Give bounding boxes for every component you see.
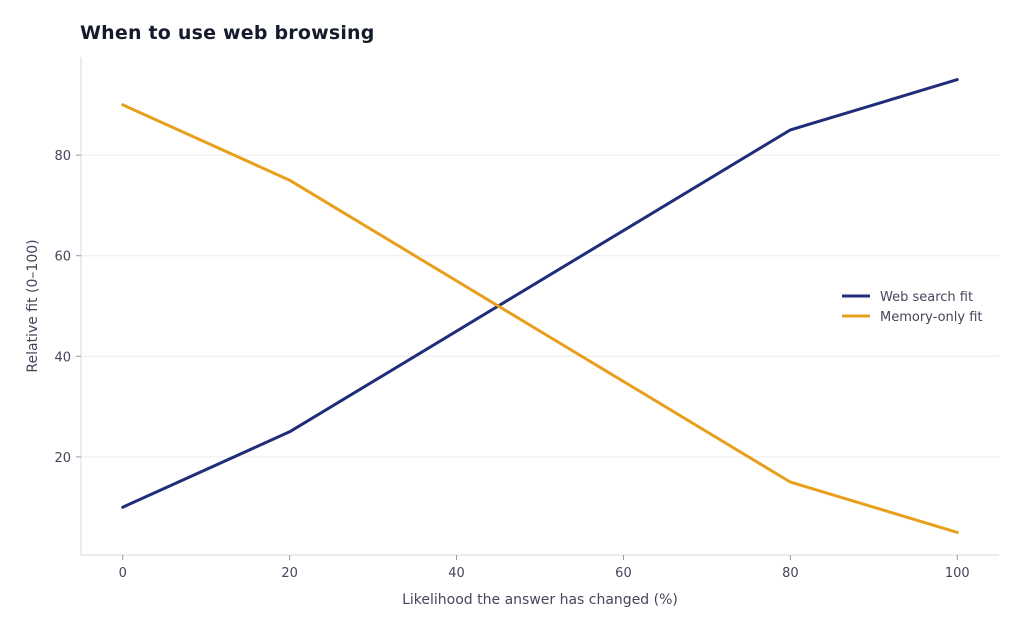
y-axis-ticks: 20 40 60 80	[54, 149, 81, 466]
x-tick-label: 100	[945, 566, 970, 581]
y-tick-label: 40	[54, 350, 71, 365]
gridlines	[81, 154, 999, 458]
chart-title: When to use web browsing	[80, 22, 375, 44]
series-line-memory-only-fit	[121, 103, 959, 534]
series-lines	[121, 78, 959, 534]
y-axis-label: Relative fit (0–100)	[25, 239, 41, 372]
axes	[80, 57, 999, 556]
legend-label: Web search fit	[880, 290, 973, 305]
y-tick-label: 20	[54, 451, 71, 466]
x-axis-label: Likelihood the answer has changed (%)	[402, 592, 678, 608]
legend: Web search fit Memory-only fit	[842, 290, 983, 325]
y-tick-label: 60	[54, 250, 71, 265]
x-axis-ticks: 0 20 40 60 80 100	[119, 555, 970, 581]
x-tick-label: 40	[448, 566, 465, 581]
x-tick-label: 80	[782, 566, 799, 581]
x-tick-label: 20	[281, 566, 298, 581]
y-tick-label: 80	[54, 149, 71, 164]
x-tick-label: 0	[119, 566, 127, 581]
legend-label: Memory-only fit	[880, 310, 983, 325]
series-line-web-search-fit	[121, 78, 959, 509]
x-tick-label: 60	[615, 566, 632, 581]
